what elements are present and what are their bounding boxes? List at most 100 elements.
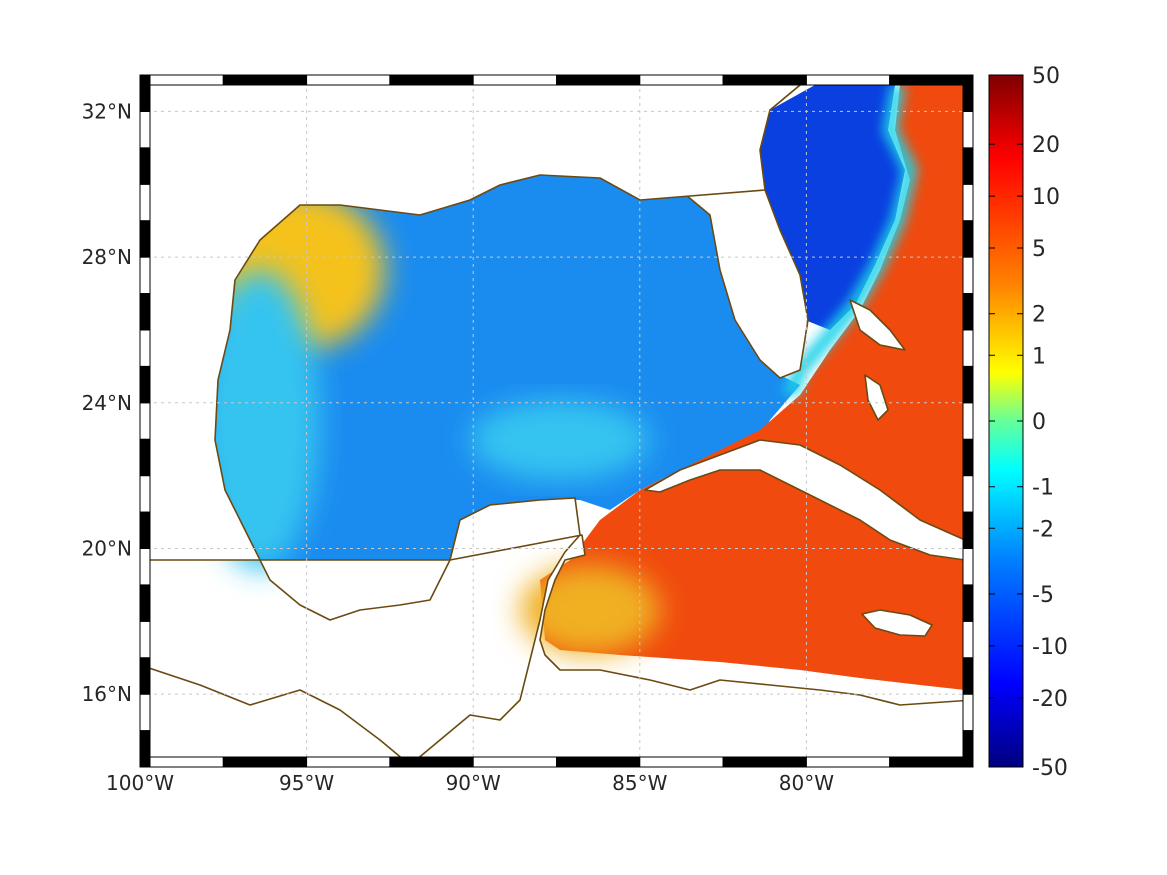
bahamas-islands xyxy=(849,299,906,351)
west-shelf-patch xyxy=(200,270,320,570)
colorbar-tick-label: -5 xyxy=(1032,583,1054,608)
frame-segment-bottom xyxy=(306,756,391,768)
colorbar-tick-label: 10 xyxy=(1032,185,1060,210)
frame-segment-left xyxy=(139,74,151,112)
frame-segment-bottom xyxy=(722,756,807,768)
frame-segment-right xyxy=(962,402,974,440)
colorbar-tick-label: 2 xyxy=(1032,303,1046,328)
lat-tick-label: 16°N xyxy=(82,682,132,706)
frame-segment-right xyxy=(962,329,974,367)
lon-tick-label: 95°W xyxy=(279,771,334,795)
frame-segment-left xyxy=(139,293,151,331)
yucatan-peninsula xyxy=(140,497,973,767)
lon-tick-label: 85°W xyxy=(612,771,667,795)
frame-segment-right xyxy=(962,584,974,622)
frame-segment-right xyxy=(962,110,974,149)
frame-segment-left xyxy=(139,511,151,549)
frame-segment-bottom xyxy=(805,756,891,768)
longitude-labels: 100°W 95°W 90°W 85°W 80°W xyxy=(106,771,834,795)
frame-segment-top xyxy=(889,74,974,86)
colorbar-tick-label: 5 xyxy=(1032,237,1046,262)
lat-tick-label: 28°N xyxy=(82,245,132,269)
frame-segment-right xyxy=(962,511,974,549)
colorbar-tick-label: 50 xyxy=(1032,64,1060,89)
lon-tick-label: 100°W xyxy=(106,771,174,795)
frame-segment-right xyxy=(962,693,974,732)
frame-segment-right xyxy=(962,256,974,295)
latitude-labels: 16°N 20°N 24°N 28°N 32°N xyxy=(82,99,132,706)
colorbar-tick-label: -10 xyxy=(1032,635,1068,660)
cuba-island xyxy=(644,439,966,561)
frame-segment-top xyxy=(306,74,391,86)
yucatan-patch xyxy=(520,565,660,655)
gulf-stream-front xyxy=(783,83,918,398)
colorbar-tick-label: -2 xyxy=(1032,517,1054,542)
frame-segment-top xyxy=(389,74,474,86)
frame-segment-top xyxy=(639,74,724,86)
frame-segment-right xyxy=(962,220,974,258)
colorbar-tick-label: -20 xyxy=(1032,687,1068,712)
frame-segment-left xyxy=(139,547,151,586)
frame-segment-top xyxy=(556,74,641,86)
frame-segment-left xyxy=(139,256,151,295)
frame-segment-left xyxy=(139,475,151,513)
frame-segment-left xyxy=(139,183,151,222)
colorbar-tick-label: 1 xyxy=(1032,344,1046,369)
frame-segment-left xyxy=(139,365,151,404)
frame-segment-right xyxy=(962,293,974,331)
frame-segment-right xyxy=(962,657,974,695)
lon-tick-label: 80°W xyxy=(779,771,834,795)
frame-segment-top xyxy=(139,74,224,86)
frame-segment-left xyxy=(139,147,151,185)
colorbar-tick-label: 0 xyxy=(1032,410,1046,435)
frame-segment-right xyxy=(962,475,974,513)
colorbar-tick-label: -1 xyxy=(1032,476,1054,501)
lon-tick-label: 90°W xyxy=(446,771,501,795)
lat-tick-label: 32°N xyxy=(82,99,132,123)
frame-segment-right xyxy=(962,620,974,659)
frame-segment-top xyxy=(472,74,558,86)
frame-segment-left xyxy=(139,730,151,768)
gridlines xyxy=(140,75,973,767)
caribbean-field xyxy=(540,85,965,690)
frame-segment-bottom xyxy=(889,756,974,768)
land-layer xyxy=(140,75,973,767)
frame-segment-left xyxy=(139,657,151,695)
frame-segment-right xyxy=(962,365,974,404)
frame-segment-bottom xyxy=(639,756,724,768)
frame-segment-left xyxy=(139,584,151,622)
frame-segment-right xyxy=(962,438,974,477)
frame-segment-bottom xyxy=(222,756,308,768)
frame-segment-right xyxy=(962,730,974,768)
lat-tick-label: 20°N xyxy=(82,536,132,560)
frame-segment-left xyxy=(139,220,151,258)
frame-segment-left xyxy=(139,402,151,440)
frame-segment-left xyxy=(139,693,151,732)
frame-segment-bottom xyxy=(139,756,224,768)
frame-segment-left xyxy=(139,620,151,659)
colorbar-tick-label: -50 xyxy=(1032,756,1068,781)
jamaica-island xyxy=(861,609,933,637)
data-field xyxy=(200,83,965,690)
lat-tick-label: 24°N xyxy=(82,391,132,415)
frame-segment-right xyxy=(962,74,974,112)
map-frame xyxy=(139,74,974,768)
frame-segment-bottom xyxy=(556,756,641,768)
frame-segment-right xyxy=(962,147,974,185)
frame-segment-top xyxy=(722,74,807,86)
frame-segment-left xyxy=(139,110,151,149)
frame-segment-bottom xyxy=(389,756,474,768)
frame-segment-right xyxy=(962,547,974,586)
andros-island xyxy=(864,374,889,421)
north-gulf-land xyxy=(140,75,821,621)
frame-segment-bottom xyxy=(472,756,558,768)
frame-segment-right xyxy=(962,183,974,222)
central-patch xyxy=(470,400,650,480)
frame-segment-top xyxy=(805,74,891,86)
frame-segment-left xyxy=(139,438,151,477)
colorbar-tick-label: 20 xyxy=(1032,133,1060,158)
frame-segment-top xyxy=(222,74,308,86)
frame-segment-left xyxy=(139,329,151,367)
